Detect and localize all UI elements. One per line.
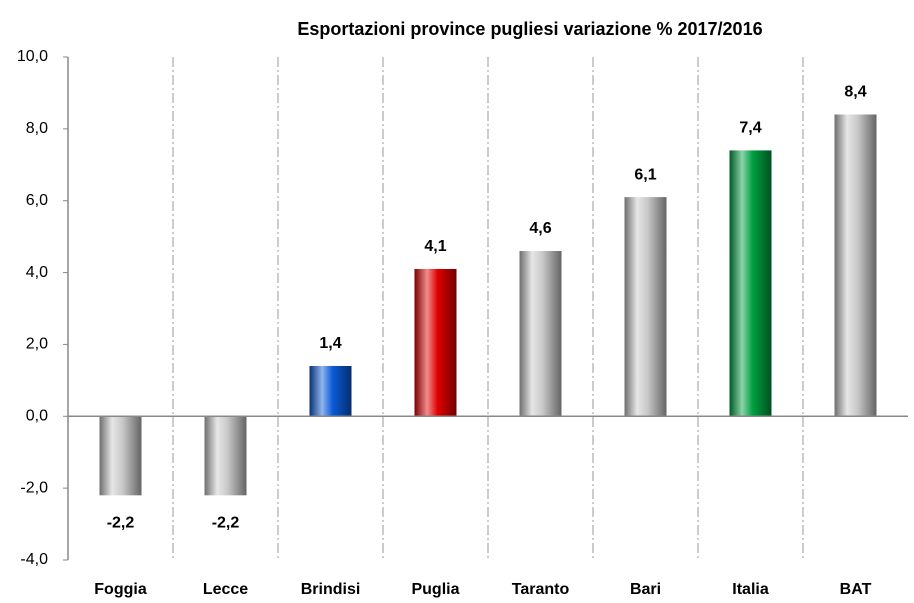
x-tick-label: BAT <box>840 581 872 598</box>
y-tick-label: 2,0 <box>26 336 48 353</box>
bar <box>99 416 142 496</box>
bar <box>414 268 457 417</box>
x-tick-label: Puglia <box>411 581 459 598</box>
bar <box>519 251 562 417</box>
y-tick-label: -2,0 <box>20 479 48 496</box>
y-tick-label: 6,0 <box>26 192 48 209</box>
value-label: 8,4 <box>844 84 866 101</box>
y-tick-label: -4,0 <box>20 551 48 568</box>
value-label: 1,4 <box>319 335 341 352</box>
value-label: -2,2 <box>107 515 135 532</box>
y-tick-label: 0,0 <box>26 408 48 425</box>
x-tick-label: Italia <box>732 581 769 598</box>
bar <box>624 197 667 417</box>
value-label: 7,4 <box>739 120 761 137</box>
bar <box>309 365 352 417</box>
x-tick-label: Foggia <box>94 581 147 598</box>
x-tick-label: Brindisi <box>301 581 361 598</box>
value-label: 4,6 <box>529 220 551 237</box>
bar <box>834 114 877 417</box>
bar <box>729 150 772 417</box>
value-label: -2,2 <box>212 515 240 532</box>
x-tick-label: Taranto <box>512 581 570 598</box>
bar <box>204 416 247 496</box>
value-label: 6,1 <box>634 166 656 183</box>
y-tick-label: 8,0 <box>26 120 48 137</box>
x-tick-label: Bari <box>630 581 661 598</box>
x-tick-label: Lecce <box>203 581 248 598</box>
y-tick-label: 4,0 <box>26 264 48 281</box>
chart-title: Esportazioni province pugliesi variazion… <box>297 19 762 39</box>
y-tick-label: 10,0 <box>17 48 48 65</box>
value-label: 4,1 <box>424 238 446 255</box>
